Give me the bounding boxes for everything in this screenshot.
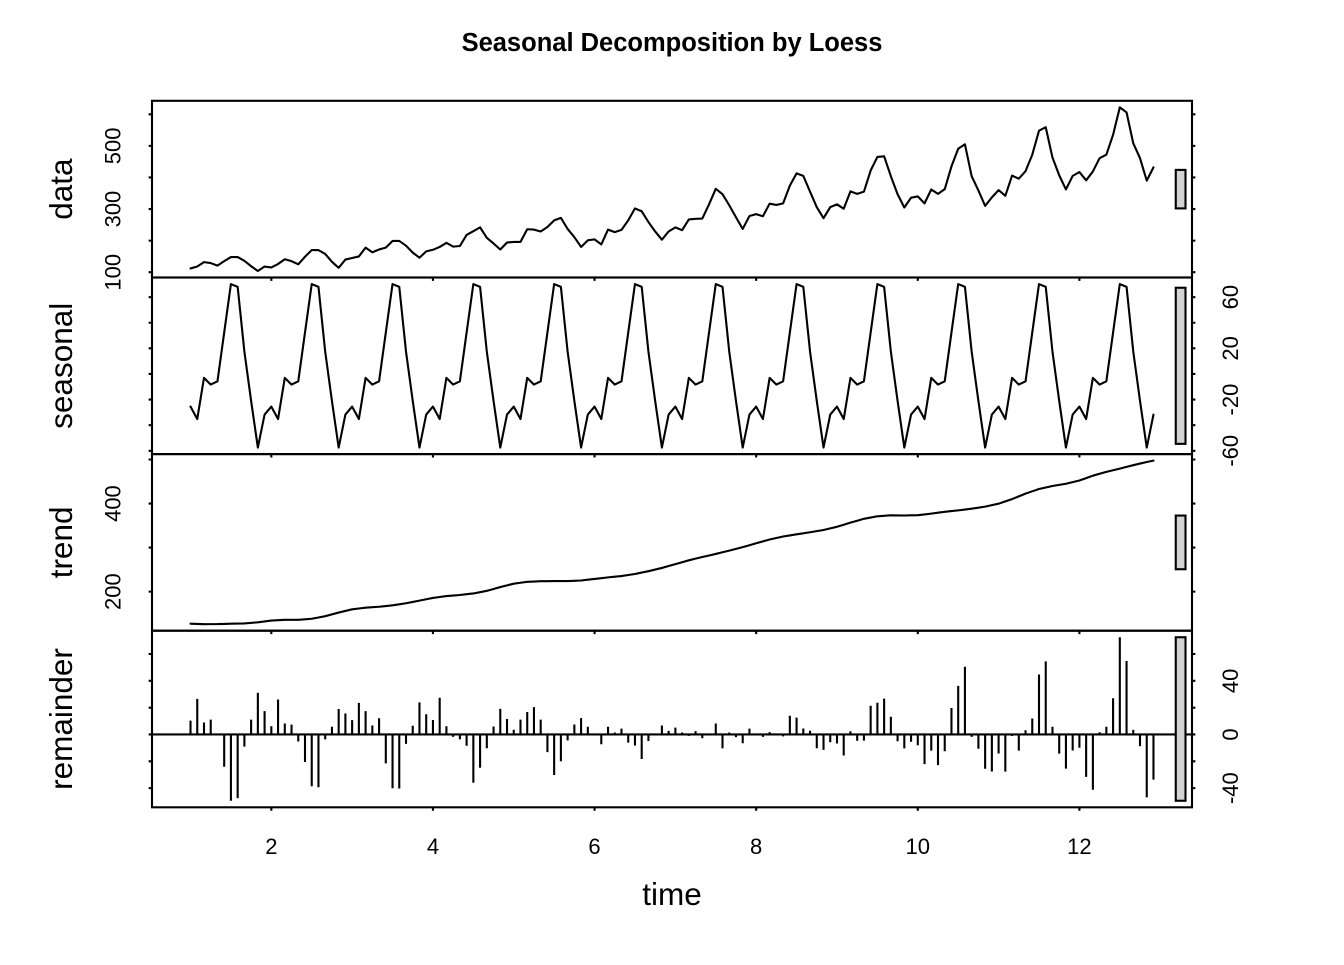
svg-text:2: 2 [265,834,277,859]
svg-text:6: 6 [588,834,600,859]
svg-text:100: 100 [100,254,125,291]
svg-text:12: 12 [1067,834,1091,859]
svg-text:500: 500 [100,128,125,165]
svg-text:data: data [43,158,79,220]
svg-text:seasonal: seasonal [43,303,79,429]
svg-text:time: time [642,876,702,912]
svg-text:8: 8 [750,834,762,859]
svg-text:20: 20 [1218,336,1243,360]
svg-text:300: 300 [100,191,125,228]
svg-text:remainder: remainder [43,648,79,790]
svg-text:40: 40 [1218,669,1243,693]
svg-text:Seasonal Decomposition by Loes: Seasonal Decomposition by Loess [462,29,883,57]
svg-text:60: 60 [1218,285,1243,309]
svg-text:10: 10 [906,834,930,859]
svg-text:-40: -40 [1218,772,1243,804]
svg-text:4: 4 [427,834,439,859]
svg-text:200: 200 [100,573,125,610]
svg-text:-60: -60 [1218,435,1243,467]
svg-text:trend: trend [43,506,79,578]
svg-text:400: 400 [100,485,125,522]
svg-text:0: 0 [1218,728,1243,740]
svg-text:-20: -20 [1218,384,1243,416]
